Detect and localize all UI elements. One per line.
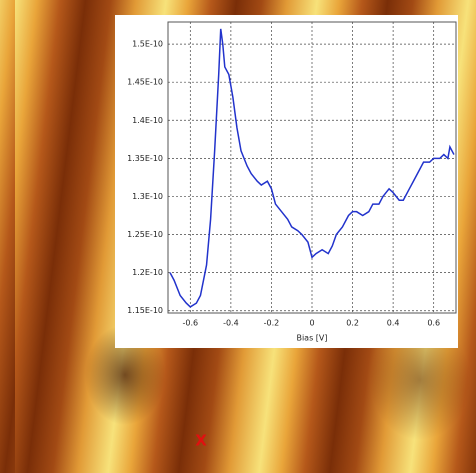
position-marker: X [195,432,207,450]
y-tick-label: 1.15E-10 [127,306,163,315]
x-tick-label: 0.2 [346,319,359,328]
x-tick-label: 0.6 [427,319,440,328]
data-line [169,28,455,308]
y-tick-label: 1.45E-10 [127,78,163,87]
y-tick-label: 1.5E-10 [132,40,163,49]
y-tick-label: 1.2E-10 [132,268,163,277]
y-tick-label: 1.25E-10 [127,230,163,239]
y-tick-label: 1.3E-10 [132,192,163,201]
x-tick-label: -0.6 [183,319,199,328]
x-tick-label: -0.4 [223,319,239,328]
x-axis-label: Bias [V] [296,334,327,343]
inset-panel [115,15,458,348]
x-tick-label: 0.4 [387,319,400,328]
y-tick-label: 1.4E-10 [132,116,163,125]
x-tick-label: 0 [309,319,314,328]
y-tick-label: 1.35E-10 [127,154,163,163]
x-tick-label: -0.2 [264,319,280,328]
